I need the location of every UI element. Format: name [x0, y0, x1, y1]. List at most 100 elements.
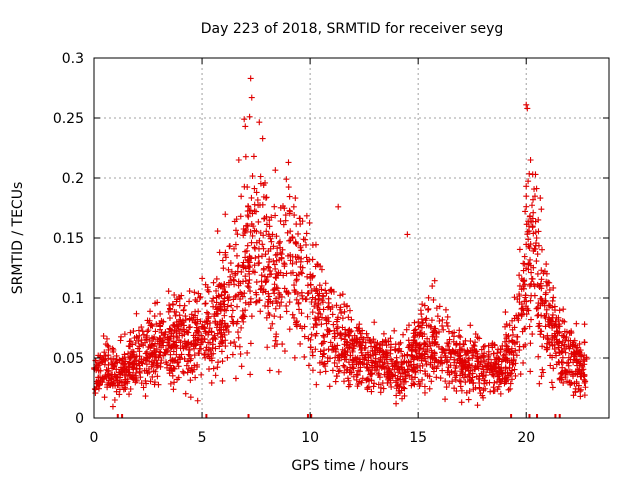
data-point	[234, 318, 241, 325]
data-point	[276, 303, 283, 310]
data-point	[170, 338, 177, 345]
data-point	[170, 348, 177, 355]
data-point	[304, 282, 311, 289]
data-point	[287, 257, 294, 264]
data-point	[167, 345, 174, 352]
data-point	[304, 258, 311, 265]
data-point	[298, 269, 305, 276]
data-point	[318, 340, 325, 347]
data-point	[507, 380, 514, 387]
data-point	[227, 260, 234, 267]
data-point	[122, 379, 129, 386]
data-point	[374, 339, 381, 346]
data-point	[266, 258, 273, 265]
data-point	[372, 351, 379, 358]
data-point	[408, 345, 415, 352]
data-point	[240, 312, 247, 319]
data-point	[349, 364, 356, 371]
data-point	[318, 286, 325, 293]
data-point	[131, 354, 138, 361]
data-point	[542, 323, 549, 330]
data-point	[149, 373, 156, 380]
data-point	[303, 212, 310, 219]
data-point	[249, 173, 256, 180]
data-point	[439, 367, 446, 374]
data-point	[403, 326, 410, 333]
data-point	[531, 292, 538, 299]
data-point	[518, 275, 525, 282]
data-point	[520, 260, 527, 267]
axis-layer: 0 0.05 0.1 0.15 0.2 0.25 0.3 0 5 10 15 20	[53, 51, 609, 446]
data-point	[232, 343, 239, 350]
data-point	[221, 312, 228, 319]
data-point	[216, 249, 223, 256]
data-point	[318, 266, 325, 273]
data-point	[341, 378, 348, 385]
data-point	[458, 399, 465, 406]
data-point	[424, 353, 431, 360]
data-point	[479, 373, 486, 380]
data-point	[219, 377, 226, 384]
data-point	[322, 368, 329, 375]
data-point	[396, 345, 403, 352]
data-point	[523, 101, 530, 108]
data-point	[404, 231, 411, 238]
data-point	[312, 241, 319, 248]
data-point	[417, 341, 424, 348]
data-point	[470, 379, 477, 386]
data-point	[323, 320, 330, 327]
data-point	[345, 314, 352, 321]
data-point	[222, 337, 229, 344]
data-point	[472, 330, 479, 337]
data-point	[92, 386, 99, 393]
data-point	[272, 265, 279, 272]
data-point	[426, 338, 433, 345]
data-point	[581, 392, 588, 399]
data-point	[214, 364, 221, 371]
data-point	[432, 356, 439, 363]
data-point	[253, 239, 260, 246]
data-point	[187, 394, 194, 401]
data-point	[334, 342, 341, 349]
data-point	[232, 241, 239, 248]
data-point	[232, 293, 239, 300]
data-point	[334, 363, 341, 370]
data-point	[446, 371, 453, 378]
data-point	[453, 362, 460, 369]
data-point	[214, 321, 221, 328]
data-point	[325, 346, 332, 353]
data-point	[329, 311, 336, 318]
data-point	[421, 340, 428, 347]
data-point	[187, 377, 194, 384]
data-point	[538, 276, 545, 283]
data-point	[212, 311, 219, 318]
data-point	[208, 328, 215, 335]
data-point	[572, 385, 579, 392]
data-point	[379, 348, 386, 355]
data-point	[446, 336, 453, 343]
data-point	[189, 317, 196, 324]
data-point	[465, 396, 472, 403]
data-point	[379, 380, 386, 387]
data-point	[556, 340, 563, 347]
data-point	[164, 339, 171, 346]
data-point	[323, 290, 330, 297]
data-point	[95, 379, 102, 386]
data-point	[550, 365, 557, 372]
data-point	[505, 338, 512, 345]
data-point	[226, 243, 233, 250]
data-point	[147, 322, 154, 329]
data-point	[213, 294, 220, 301]
data-point	[423, 348, 430, 355]
data-point	[538, 267, 545, 274]
data-point	[433, 365, 440, 372]
data-point	[105, 371, 112, 378]
data-point	[281, 348, 288, 355]
data-point	[312, 346, 319, 353]
data-point	[494, 350, 501, 357]
data-point	[235, 157, 242, 163]
data-point	[523, 311, 530, 318]
data-point	[327, 287, 334, 294]
data-point	[405, 337, 412, 344]
data-point	[465, 364, 472, 371]
